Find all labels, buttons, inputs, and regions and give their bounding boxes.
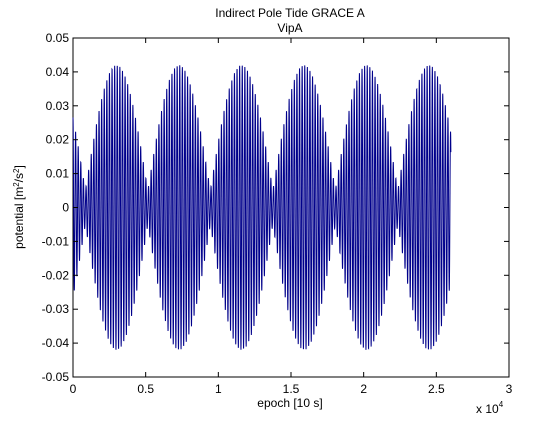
x-axis-multiplier: x 104 [476,400,504,416]
series-line [72,65,452,350]
x-tick-label: 2.5 [428,382,445,396]
y-axis: -0.05 -0.04 -0.03 -0.02 -0.01 0 0.01 0.02 0.03 0.… [42,31,509,384]
y-tick-label: -0.02 [42,268,70,282]
x-tick-label: 0 [70,382,77,396]
y-tick-label: 0.04 [46,65,70,79]
plot-area [72,37,510,378]
y-tick-label: -0.01 [42,234,70,248]
chart-subtitle: VipA [277,21,302,35]
x-tick-label: 3 [506,382,513,396]
y-tick-label: 0 [62,201,69,215]
x-tick-label: 2 [360,382,367,396]
chart-title: Indirect Pole Tide GRACE A [215,6,364,20]
y-tick-label: 0.03 [46,99,70,113]
x-axis-label: epoch [10 s] [257,396,322,410]
y-axis-label: potential [m2/s2] [12,165,27,249]
x-tick-label: 1.5 [283,382,300,396]
x-tick-label: 1 [215,382,222,396]
y-tick-label: -0.03 [42,302,70,316]
x-axis: 0 0.5 1 1.5 2 2.5 3 [70,38,513,396]
y-tick-label: 0.02 [46,133,70,147]
y-tick-label: -0.05 [42,370,70,384]
x-tick-label: 0.5 [137,382,154,396]
y-tick-label: 0.05 [46,31,70,45]
y-tick-label: -0.04 [42,336,70,350]
y-tick-label: 0.01 [46,167,70,181]
